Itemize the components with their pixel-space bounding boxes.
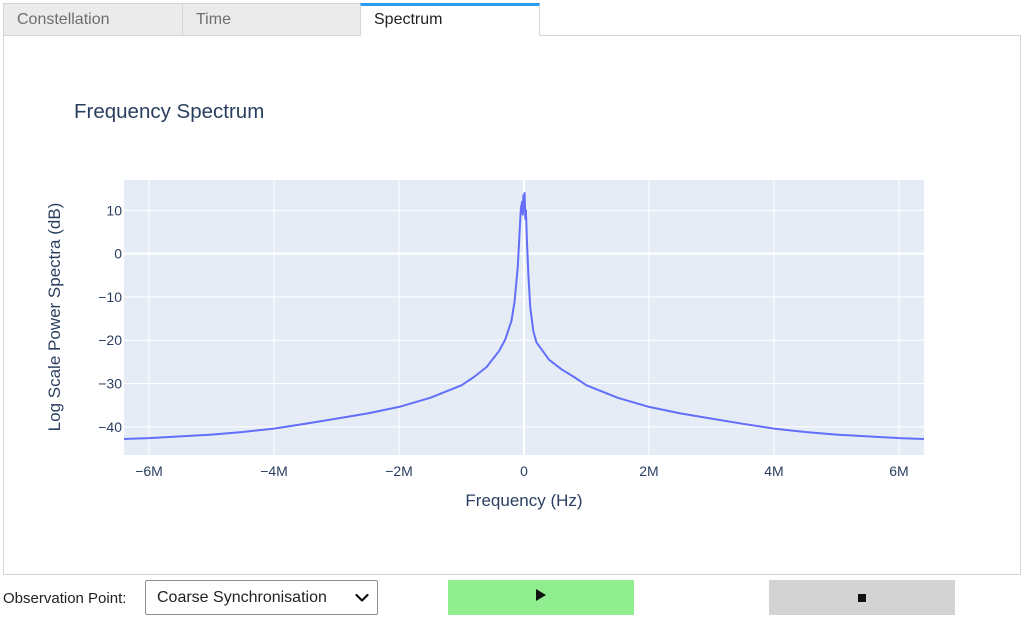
- tab-time[interactable]: Time: [182, 3, 361, 36]
- stop-icon: [858, 589, 866, 607]
- y-tick-label: 10: [106, 202, 122, 218]
- tab-spectrum[interactable]: Spectrum: [360, 3, 540, 36]
- chevron-down-icon: [355, 581, 369, 614]
- play-button[interactable]: [448, 580, 634, 615]
- y-tick-label: −20: [98, 332, 122, 348]
- y-tick-label: −30: [98, 376, 122, 392]
- frequency-spectrum-chart: Frequency Spectrum −6M −4M −2M 0 2M 4M 6M 100−…: [45, 100, 925, 510]
- observation-point-select[interactable]: Coarse Synchronisation: [145, 580, 378, 615]
- x-tick-label: −2M: [385, 463, 413, 479]
- x-tick-label: −4M: [260, 463, 288, 479]
- stop-button[interactable]: [769, 580, 955, 615]
- x-tick-label: 4M: [764, 463, 783, 479]
- tab-bar: Constellation Time Spectrum: [3, 3, 1021, 36]
- y-axis-title: Log Scale Power Spectra (dB): [45, 203, 64, 432]
- x-axis-title: Frequency (Hz): [465, 491, 582, 510]
- chart-title: Frequency Spectrum: [74, 100, 264, 123]
- spectrum-trace-layer: [123, 192, 925, 440]
- x-tick-label: 6M: [889, 463, 908, 479]
- x-tick-label: 0: [520, 463, 528, 479]
- spectrum-series-line: [123, 192, 925, 440]
- x-axis-ticks: −6M −4M −2M 0 2M 4M 6M: [135, 463, 909, 479]
- y-axis-ticks: 10 0 −10 −20 −30 −40: [98, 202, 122, 435]
- observation-point-label: Observation Point:: [3, 590, 127, 607]
- y-tick-label: −10: [98, 289, 122, 305]
- grid-lines: [124, 180, 924, 455]
- y-tick-label: −40: [98, 419, 122, 435]
- observation-point-value: Coarse Synchronisation: [157, 589, 327, 606]
- y-tick-label: 0: [114, 246, 122, 262]
- x-tick-label: 2M: [639, 463, 658, 479]
- tab-constellation[interactable]: Constellation: [3, 3, 183, 36]
- play-icon: [535, 588, 547, 607]
- spectrum-panel: Frequency Spectrum −6M −4M −2M 0 2M 4M 6M 10 0−…: [3, 35, 1021, 575]
- x-tick-label: −6M: [135, 463, 163, 479]
